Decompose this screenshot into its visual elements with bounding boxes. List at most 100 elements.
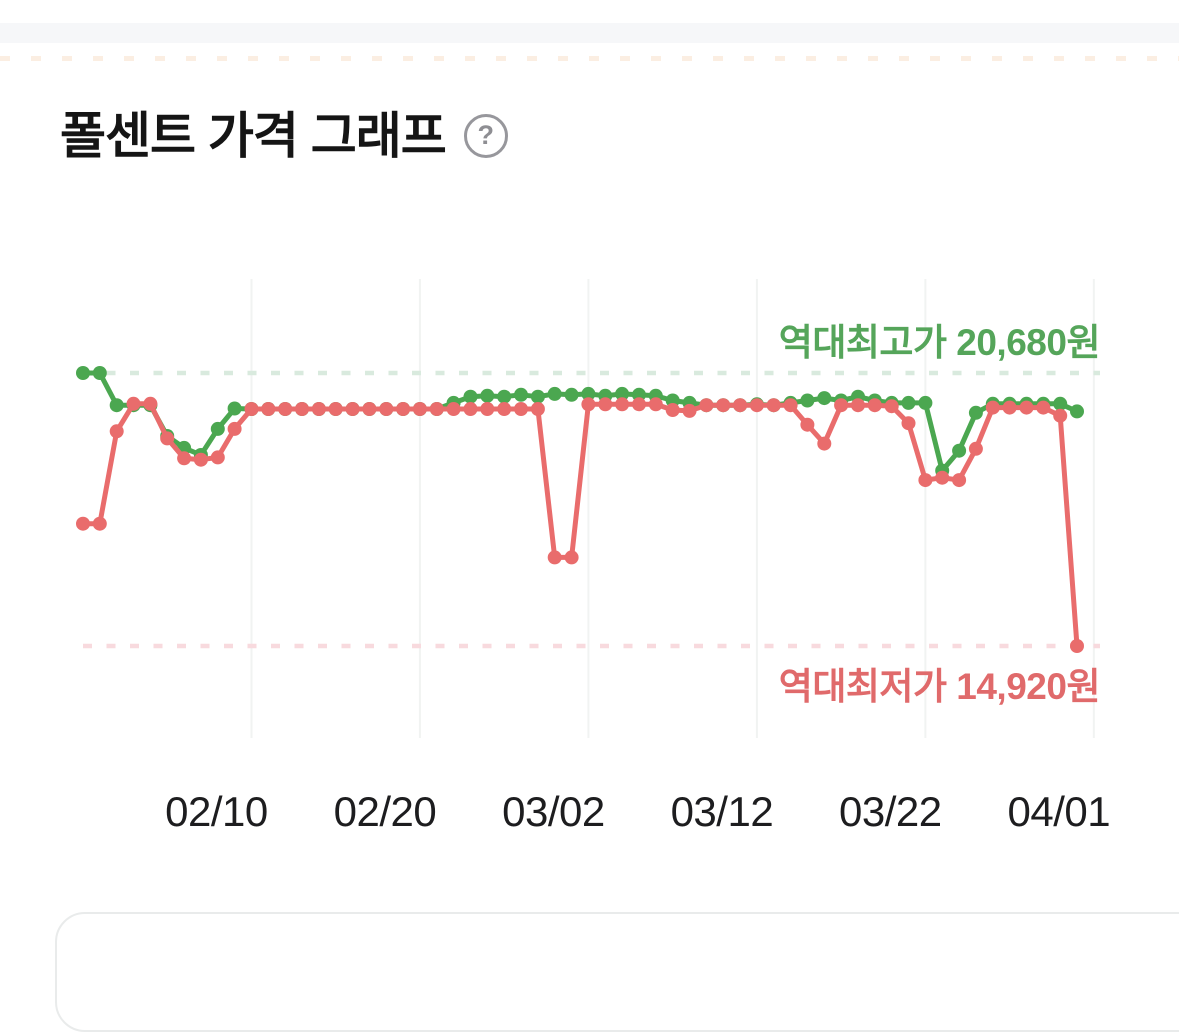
red-price-line-point <box>295 402 309 416</box>
red-price-line-point <box>396 402 411 416</box>
red-price-line-point <box>446 402 461 416</box>
green-price-line-point <box>92 366 107 380</box>
question-mark-icon: ? <box>477 119 495 150</box>
red-price-line-point <box>362 402 377 416</box>
green-price-line-point <box>952 443 967 458</box>
red-price-line-point <box>733 398 748 413</box>
red-price-line-point <box>884 399 899 414</box>
top-divider-strip <box>0 23 1179 43</box>
red-price-line-point <box>328 402 343 416</box>
green-price-line-point <box>581 386 596 401</box>
green-price-line-point <box>918 395 933 410</box>
red-price-line-point <box>530 402 545 416</box>
green-price-line-point <box>547 386 562 401</box>
red-price-line-point <box>497 402 512 416</box>
bottom-card <box>55 912 1179 1032</box>
red-price-line-point <box>632 397 646 412</box>
red-price-line-point <box>1053 408 1068 423</box>
red-price-line-point <box>817 436 832 451</box>
red-price-line-point <box>918 473 933 488</box>
green-price-line-point <box>564 387 579 402</box>
red-price-line-point <box>749 398 764 413</box>
green-price-line-point <box>210 421 225 436</box>
red-price-line-point <box>1019 400 1034 415</box>
green-price-line-point <box>109 398 124 413</box>
x-axis-label: 03/12 <box>670 788 774 835</box>
green-price-line-point <box>530 389 545 404</box>
green-price-line-point <box>901 395 916 410</box>
red-price-line-point <box>177 451 192 466</box>
green-price-line-point <box>227 401 242 416</box>
green-price-line-point <box>1053 396 1068 411</box>
green-price-line-point <box>615 386 630 401</box>
red-price-line-point <box>766 398 781 413</box>
red-price-line-point <box>210 450 225 465</box>
red-price-line-point <box>1036 400 1051 415</box>
red-price-line-point <box>901 416 916 431</box>
x-axis-label: 02/20 <box>333 788 437 835</box>
title-row: 폴센트 가격 그래프 ? <box>60 103 508 169</box>
red-price-line-point <box>952 473 967 488</box>
red-price-line-point <box>867 398 882 413</box>
green-price-line-point <box>800 393 815 408</box>
green-price-line <box>80 370 1080 474</box>
red-price-line-point <box>598 397 613 412</box>
red-price-line-point <box>126 396 141 411</box>
red-price-line-point <box>665 403 680 417</box>
lowest-price-label: 역대최저가 <box>778 666 947 707</box>
red-price-line-point <box>278 402 293 416</box>
red-price-line-point <box>985 400 1000 415</box>
red-price-line-point <box>682 403 697 418</box>
red-price-line-point <box>261 402 276 416</box>
green-price-line-point <box>497 389 512 404</box>
red-price-line-point <box>851 398 865 413</box>
green-price-line-point <box>1070 404 1084 419</box>
red-price-line-point <box>379 402 394 416</box>
red-price-line-point <box>547 550 562 565</box>
highest-price-annotation: 역대최고가 20,680원 <box>778 312 1101 366</box>
red-price-line-point <box>1070 639 1084 653</box>
red-price-line-point <box>463 402 478 416</box>
red-price-line-point <box>935 470 950 485</box>
red-price-line-point <box>429 402 444 416</box>
green-price-line-point <box>76 366 90 380</box>
price-chart-plot-area[interactable] <box>0 0 1179 926</box>
red-price-line-point <box>227 421 242 436</box>
green-price-line-point <box>817 391 832 406</box>
price-chart: 역대최고가 20,680원 역대최저가 14,920원 02/10 02/20 03… <box>0 0 1179 926</box>
green-price-line-point <box>480 388 495 403</box>
red-price-line-point <box>564 550 579 565</box>
red-price-line-point <box>514 402 528 416</box>
x-axis-label: 02/10 <box>165 788 268 835</box>
red-price-line-point <box>834 398 849 413</box>
red-price-line-point <box>160 431 175 446</box>
red-price-line-point <box>648 397 663 412</box>
page-title: 폴센트 가격 그래프 <box>60 108 447 164</box>
red-price-line-point <box>581 397 596 412</box>
red-price-line <box>80 401 1080 649</box>
lowest-price-annotation: 역대최저가 14,920원 <box>778 656 1101 710</box>
green-price-line-point <box>463 389 478 404</box>
red-price-line-point <box>800 417 815 432</box>
red-price-line-point <box>345 402 360 416</box>
highest-price-label: 역대최고가 <box>778 322 947 363</box>
red-price-line-point <box>1002 400 1017 415</box>
help-button[interactable]: ? <box>463 114 508 158</box>
x-axis-label: 03/02 <box>502 788 605 835</box>
red-price-line-point <box>76 516 90 531</box>
red-price-line-point <box>92 516 107 531</box>
x-axis-label: 04/01 <box>1007 788 1111 835</box>
faint-dotted-row <box>0 56 1179 61</box>
lowest-price-value: 14,920원 <box>956 666 1100 707</box>
red-price-line-point <box>109 424 124 439</box>
red-price-line-point <box>968 441 983 456</box>
red-price-line-point <box>480 402 495 416</box>
red-price-line-point <box>143 396 158 411</box>
green-price-line-point <box>968 405 983 420</box>
red-price-line-point <box>716 398 731 413</box>
red-price-line-point <box>244 402 259 416</box>
red-price-line-point <box>699 398 714 413</box>
highest-price-value: 20,680원 <box>956 322 1100 363</box>
red-price-line-point <box>783 398 798 413</box>
